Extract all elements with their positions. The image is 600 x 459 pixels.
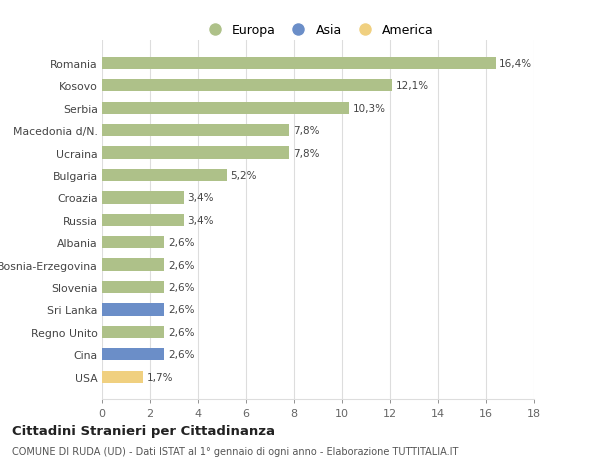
Bar <box>102 125 289 137</box>
Bar <box>102 80 392 92</box>
Bar <box>102 192 184 204</box>
Text: 2,6%: 2,6% <box>168 350 194 359</box>
Text: 2,6%: 2,6% <box>168 305 194 315</box>
Text: 2,6%: 2,6% <box>168 327 194 337</box>
Text: Cittadini Stranieri per Cittadinanza: Cittadini Stranieri per Cittadinanza <box>12 425 275 437</box>
Text: 16,4%: 16,4% <box>499 59 532 69</box>
Bar <box>102 326 164 338</box>
Text: 2,6%: 2,6% <box>168 282 194 292</box>
Text: 1,7%: 1,7% <box>146 372 173 382</box>
Text: COMUNE DI RUDA (UD) - Dati ISTAT al 1° gennaio di ogni anno - Elaborazione TUTTI: COMUNE DI RUDA (UD) - Dati ISTAT al 1° g… <box>12 446 458 456</box>
Bar <box>102 259 164 271</box>
Bar <box>102 214 184 226</box>
Bar <box>102 169 227 182</box>
Text: 3,4%: 3,4% <box>187 215 214 225</box>
Bar <box>102 147 289 159</box>
Text: 7,8%: 7,8% <box>293 126 319 136</box>
Bar <box>102 371 143 383</box>
Legend: Europa, Asia, America: Europa, Asia, America <box>197 19 439 42</box>
Text: 2,6%: 2,6% <box>168 238 194 248</box>
Bar <box>102 304 164 316</box>
Bar <box>102 281 164 294</box>
Bar <box>102 348 164 361</box>
Text: 12,1%: 12,1% <box>396 81 429 91</box>
Bar <box>102 57 496 70</box>
Text: 10,3%: 10,3% <box>353 103 386 113</box>
Bar <box>102 102 349 115</box>
Text: 2,6%: 2,6% <box>168 260 194 270</box>
Bar <box>102 236 164 249</box>
Text: 7,8%: 7,8% <box>293 148 319 158</box>
Text: 5,2%: 5,2% <box>230 171 257 180</box>
Text: 3,4%: 3,4% <box>187 193 214 203</box>
